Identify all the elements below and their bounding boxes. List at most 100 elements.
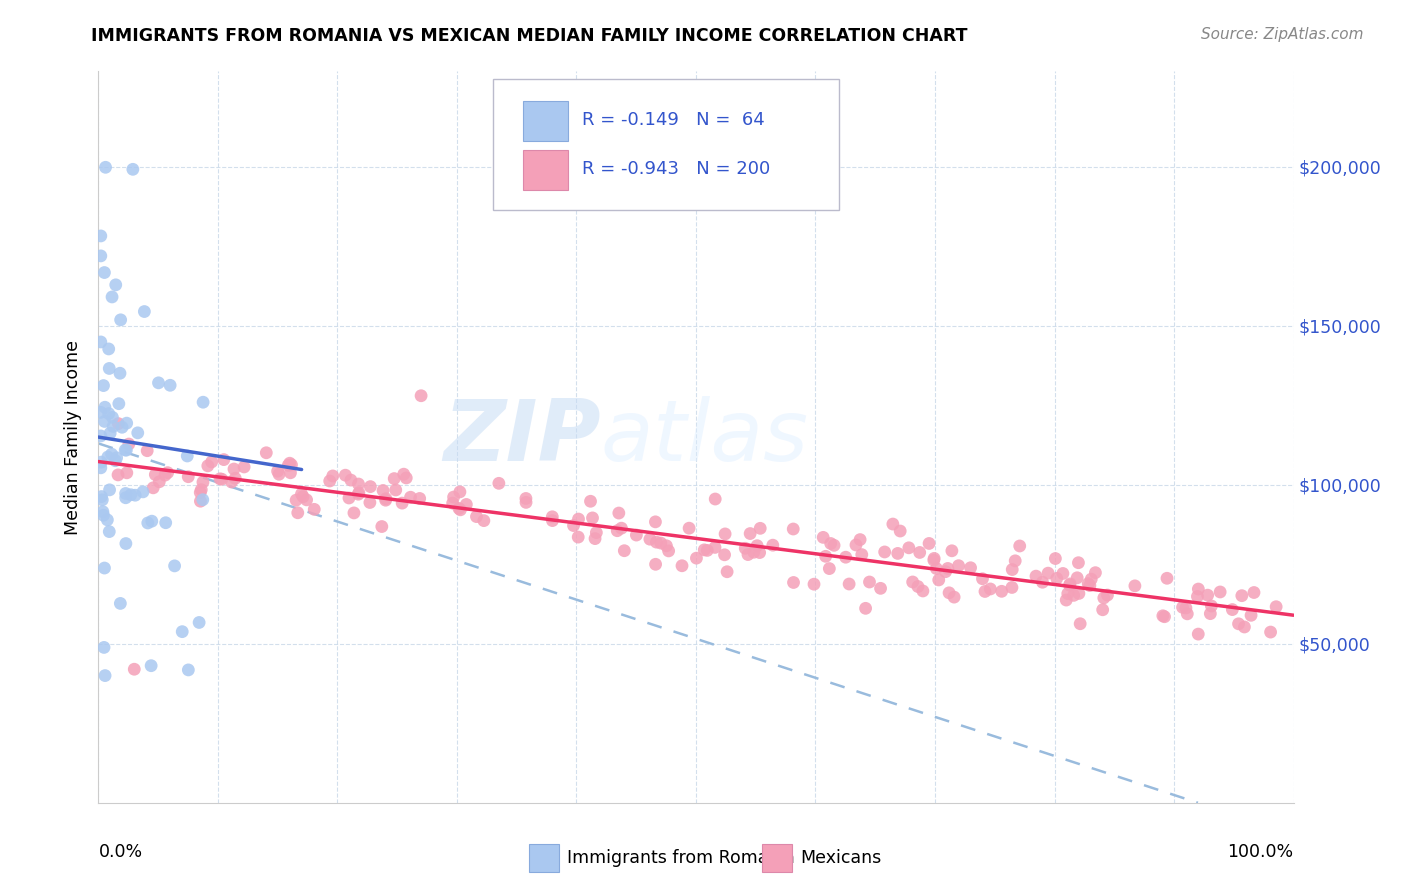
FancyBboxPatch shape (494, 78, 839, 211)
Point (449, 503, 471, 517)
Point (94, 668, 117, 682)
Text: IMMIGRANTS FROM ROMANIA VS MEXICAN MEDIAN FAMILY INCOME CORRELATION CHART: IMMIGRANTS FROM ROMANIA VS MEXICAN MEDIA… (91, 27, 967, 45)
Point (148, 376, 170, 390)
Point (277, 458, 299, 473)
Text: Mexicans: Mexicans (800, 849, 882, 867)
Point (1187, 627, 1209, 641)
Point (118, 437, 141, 451)
Point (1069, 616, 1091, 631)
Point (1091, 603, 1114, 617)
Point (704, 541, 727, 555)
Point (159, 378, 181, 392)
Point (456, 498, 478, 512)
Point (889, 524, 911, 538)
Point (391, 496, 413, 510)
Point (280, 458, 302, 472)
Point (851, 548, 873, 562)
Point (290, 487, 312, 501)
Point (740, 526, 762, 541)
Point (114, 486, 136, 500)
Point (177, 663, 200, 677)
Point (935, 565, 957, 579)
Point (127, 425, 149, 440)
Point (399, 490, 422, 504)
Point (115, 466, 138, 480)
Point (101, 419, 124, 434)
Point (395, 471, 418, 485)
Point (1187, 590, 1209, 604)
Point (835, 550, 858, 565)
Point (212, 452, 235, 467)
Point (838, 577, 860, 591)
Point (114, 491, 136, 505)
Point (607, 506, 630, 520)
Point (1265, 599, 1288, 614)
Point (1001, 581, 1024, 595)
Point (267, 467, 290, 482)
Point (762, 538, 785, 552)
Point (541, 509, 564, 524)
Point (925, 561, 948, 575)
Bar (529, 845, 558, 872)
Point (374, 493, 396, 508)
Point (371, 483, 394, 498)
Text: R = -0.149   N =  64: R = -0.149 N = 64 (582, 112, 765, 129)
Point (567, 512, 589, 526)
Point (948, 558, 970, 573)
Point (115, 536, 138, 550)
Point (1201, 599, 1223, 613)
Point (97, 342, 120, 356)
Point (98, 361, 121, 376)
Point (337, 491, 360, 505)
Point (172, 624, 194, 639)
Point (562, 518, 585, 533)
Point (100, 447, 122, 461)
Point (90, 429, 112, 443)
Point (208, 472, 231, 486)
Point (849, 533, 872, 547)
Point (384, 483, 406, 497)
Point (292, 490, 315, 504)
Point (441, 496, 464, 510)
Point (901, 574, 924, 589)
Point (90, 249, 112, 263)
Point (110, 596, 132, 610)
Point (541, 514, 564, 528)
Point (340, 473, 363, 487)
Point (197, 458, 219, 473)
Point (658, 544, 681, 558)
Point (93, 640, 115, 655)
Point (1187, 582, 1209, 596)
Text: R = -0.943   N = 200: R = -0.943 N = 200 (582, 161, 770, 178)
Point (585, 525, 607, 540)
Point (1240, 608, 1263, 623)
Point (959, 560, 981, 574)
Point (922, 551, 945, 566)
Point (897, 541, 920, 555)
Point (1227, 616, 1250, 631)
Point (782, 522, 804, 536)
Point (176, 449, 198, 463)
Point (90, 490, 112, 504)
Point (1197, 588, 1219, 602)
Point (882, 517, 904, 532)
Point (1243, 585, 1265, 599)
Point (737, 548, 759, 562)
Point (579, 494, 602, 508)
Point (716, 565, 738, 579)
Point (1171, 600, 1194, 615)
Point (887, 546, 910, 560)
Point (188, 615, 211, 630)
Point (285, 493, 308, 508)
Point (392, 467, 415, 482)
Point (156, 466, 179, 480)
Point (153, 468, 176, 483)
Point (278, 456, 301, 470)
Point (280, 466, 302, 480)
Point (304, 502, 326, 516)
Point (447, 501, 470, 516)
Point (749, 521, 772, 535)
Text: ZIP: ZIP (443, 395, 600, 479)
Point (1220, 602, 1243, 616)
Point (1233, 620, 1256, 634)
